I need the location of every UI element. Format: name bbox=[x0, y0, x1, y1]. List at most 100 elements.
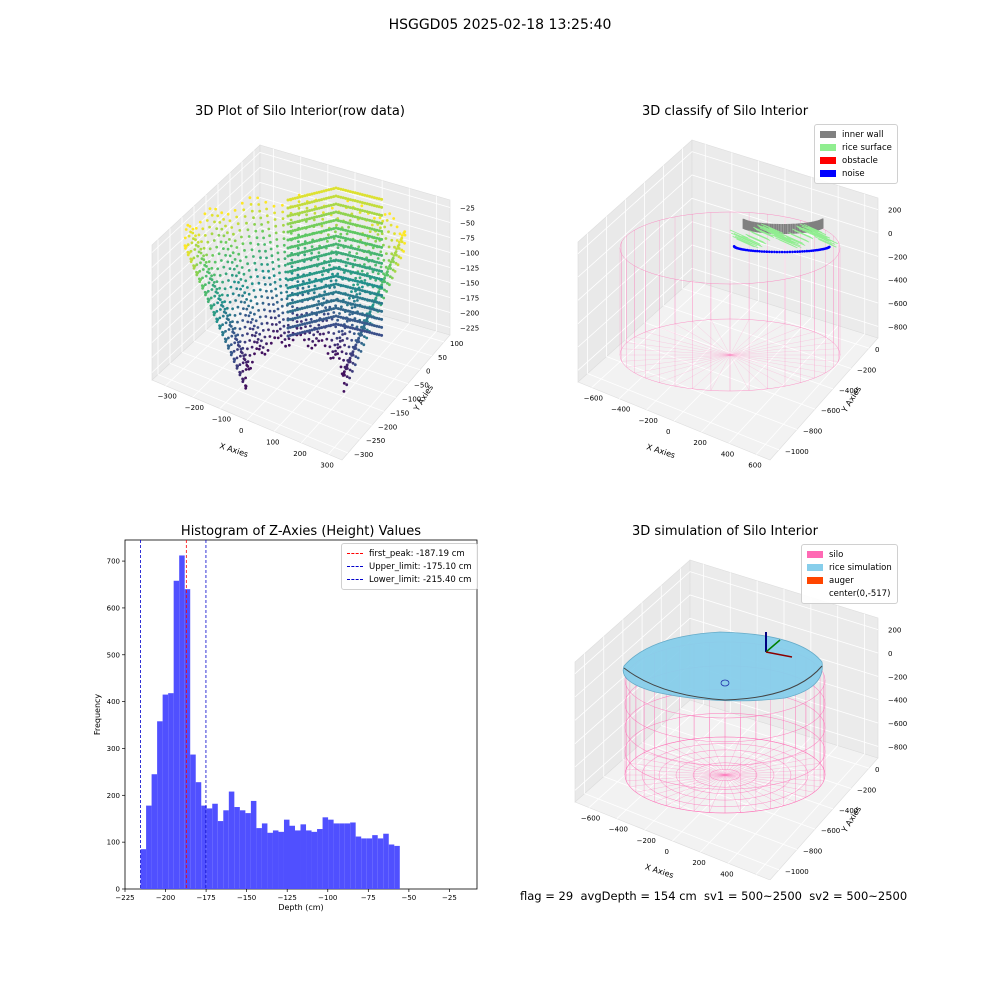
p1-z-grid bbox=[151, 152, 451, 253]
p1-scan-point bbox=[238, 345, 241, 348]
p1-scan-point bbox=[345, 319, 349, 323]
p1-scan-point bbox=[339, 299, 343, 303]
p1-scan-point bbox=[312, 199, 316, 203]
p1-scan-point bbox=[243, 291, 247, 295]
p1-scan-point bbox=[334, 304, 337, 308]
p4-silo-floor-wire bbox=[724, 763, 821, 776]
p1-scan-point bbox=[336, 307, 340, 311]
p1-scan-point bbox=[241, 369, 245, 373]
p1-scan-point bbox=[273, 336, 277, 340]
p2-inner-wall-point bbox=[810, 221, 813, 232]
p4-silo-floor-wire bbox=[724, 740, 771, 776]
p1-scan-point bbox=[305, 233, 309, 237]
p1-scan-point bbox=[344, 284, 348, 288]
p1-scan-point bbox=[278, 320, 281, 324]
p1-scan-point bbox=[351, 238, 355, 242]
p2-inner-wall-point bbox=[742, 218, 745, 229]
p2-silo-floor-wire bbox=[692, 321, 731, 356]
p1-scan-point bbox=[322, 213, 326, 217]
p1-scan-point bbox=[363, 193, 367, 197]
p1-scan-point bbox=[356, 287, 360, 291]
p1-scan-point bbox=[315, 191, 319, 195]
p1-scan-point bbox=[248, 196, 252, 200]
p4-z-tick-label: −400 bbox=[888, 697, 907, 705]
p1-scan-point bbox=[321, 217, 325, 221]
p1-scan-point bbox=[329, 307, 333, 311]
p1-scan-point bbox=[334, 298, 338, 302]
p1-scan-point bbox=[218, 221, 222, 224]
p1-scan-point bbox=[310, 264, 314, 268]
p1-scan-point bbox=[275, 300, 279, 304]
p1-scan-point bbox=[356, 199, 360, 203]
p1-scan-point bbox=[403, 230, 407, 233]
p1-scan-point bbox=[305, 313, 309, 317]
p4-silo-floor-wire bbox=[666, 774, 726, 806]
p1-scan-point bbox=[212, 310, 216, 314]
p1-scan-point bbox=[348, 251, 351, 254]
p2-noise-point bbox=[760, 250, 764, 253]
p1-scan-point bbox=[244, 255, 248, 259]
p2-z-tick-label: 200 bbox=[888, 207, 901, 215]
p1-scan-point bbox=[303, 282, 307, 286]
p1-scan-point bbox=[222, 265, 226, 269]
p4-silo-floor-wire bbox=[666, 744, 726, 776]
p1-scan-point bbox=[210, 288, 214, 291]
p1-scan-point bbox=[341, 316, 345, 320]
histogram-bar bbox=[267, 832, 273, 889]
p1-scan-point bbox=[298, 331, 302, 335]
p1-scan-point bbox=[318, 244, 321, 248]
p1-scan-point bbox=[363, 327, 367, 330]
legend-swatch-obstacle bbox=[820, 157, 836, 164]
p1-scan-point bbox=[317, 254, 321, 258]
p1-scan-point bbox=[370, 331, 374, 335]
p1-scan-point bbox=[317, 300, 320, 303]
p1-scan-point bbox=[368, 226, 372, 230]
p1-scan-point bbox=[334, 234, 338, 238]
p1-scan-point bbox=[370, 243, 374, 247]
histogram-y-axis-label: Frequency bbox=[93, 694, 102, 736]
p1-scan-point bbox=[291, 317, 295, 321]
p1-scan-point bbox=[327, 260, 331, 264]
p1-scan-point bbox=[221, 305, 225, 308]
p1-scan-point bbox=[210, 278, 214, 282]
p2-silo-floor-wire bbox=[729, 354, 768, 389]
p1-scan-point bbox=[338, 336, 342, 340]
p1-scan-point bbox=[348, 254, 352, 258]
histogram-bar bbox=[322, 817, 329, 889]
p1-scan-point bbox=[293, 244, 297, 248]
p1-scan-point bbox=[216, 214, 220, 218]
p4-y-tick-label: −400 bbox=[839, 807, 858, 815]
legend-swatch-auger bbox=[807, 577, 823, 584]
p1-scan-point bbox=[222, 218, 225, 221]
p1-scan-point bbox=[339, 211, 343, 215]
p2-x-tick-label: −200 bbox=[639, 417, 658, 425]
p1-scan-point bbox=[308, 249, 312, 253]
p1-scan-point bbox=[213, 285, 217, 288]
p1-scan-point bbox=[288, 317, 292, 321]
p1-scan-point bbox=[351, 318, 355, 322]
p1-scan-point bbox=[403, 241, 406, 245]
p2-rice-surface-point bbox=[757, 224, 776, 234]
p1-scan-point bbox=[377, 205, 381, 209]
p1-scan-point bbox=[368, 210, 372, 214]
p1-scan-point bbox=[356, 299, 359, 302]
p1-scan-point bbox=[356, 271, 360, 275]
histogram-bar bbox=[317, 829, 323, 889]
p1-scan-point bbox=[396, 263, 400, 267]
p1-scan-point bbox=[365, 250, 369, 254]
p1-scan-point bbox=[303, 314, 307, 318]
p1-scan-point bbox=[246, 347, 249, 351]
p1-scan-point bbox=[205, 253, 208, 257]
p1-scan-point bbox=[358, 292, 362, 296]
p1-scan-point bbox=[382, 243, 385, 247]
p1-scan-point bbox=[254, 295, 257, 299]
p4-z-tick-label: −600 bbox=[888, 720, 907, 728]
p1-scan-point bbox=[255, 341, 259, 344]
p1-scan-point bbox=[315, 223, 319, 227]
p1-scan-point bbox=[387, 245, 391, 249]
p1-scan-point bbox=[230, 261, 234, 264]
p1-scan-point bbox=[244, 376, 247, 380]
p1-scan-point bbox=[303, 242, 307, 246]
p1-scan-point bbox=[228, 254, 232, 258]
p1-scan-point bbox=[329, 235, 333, 239]
